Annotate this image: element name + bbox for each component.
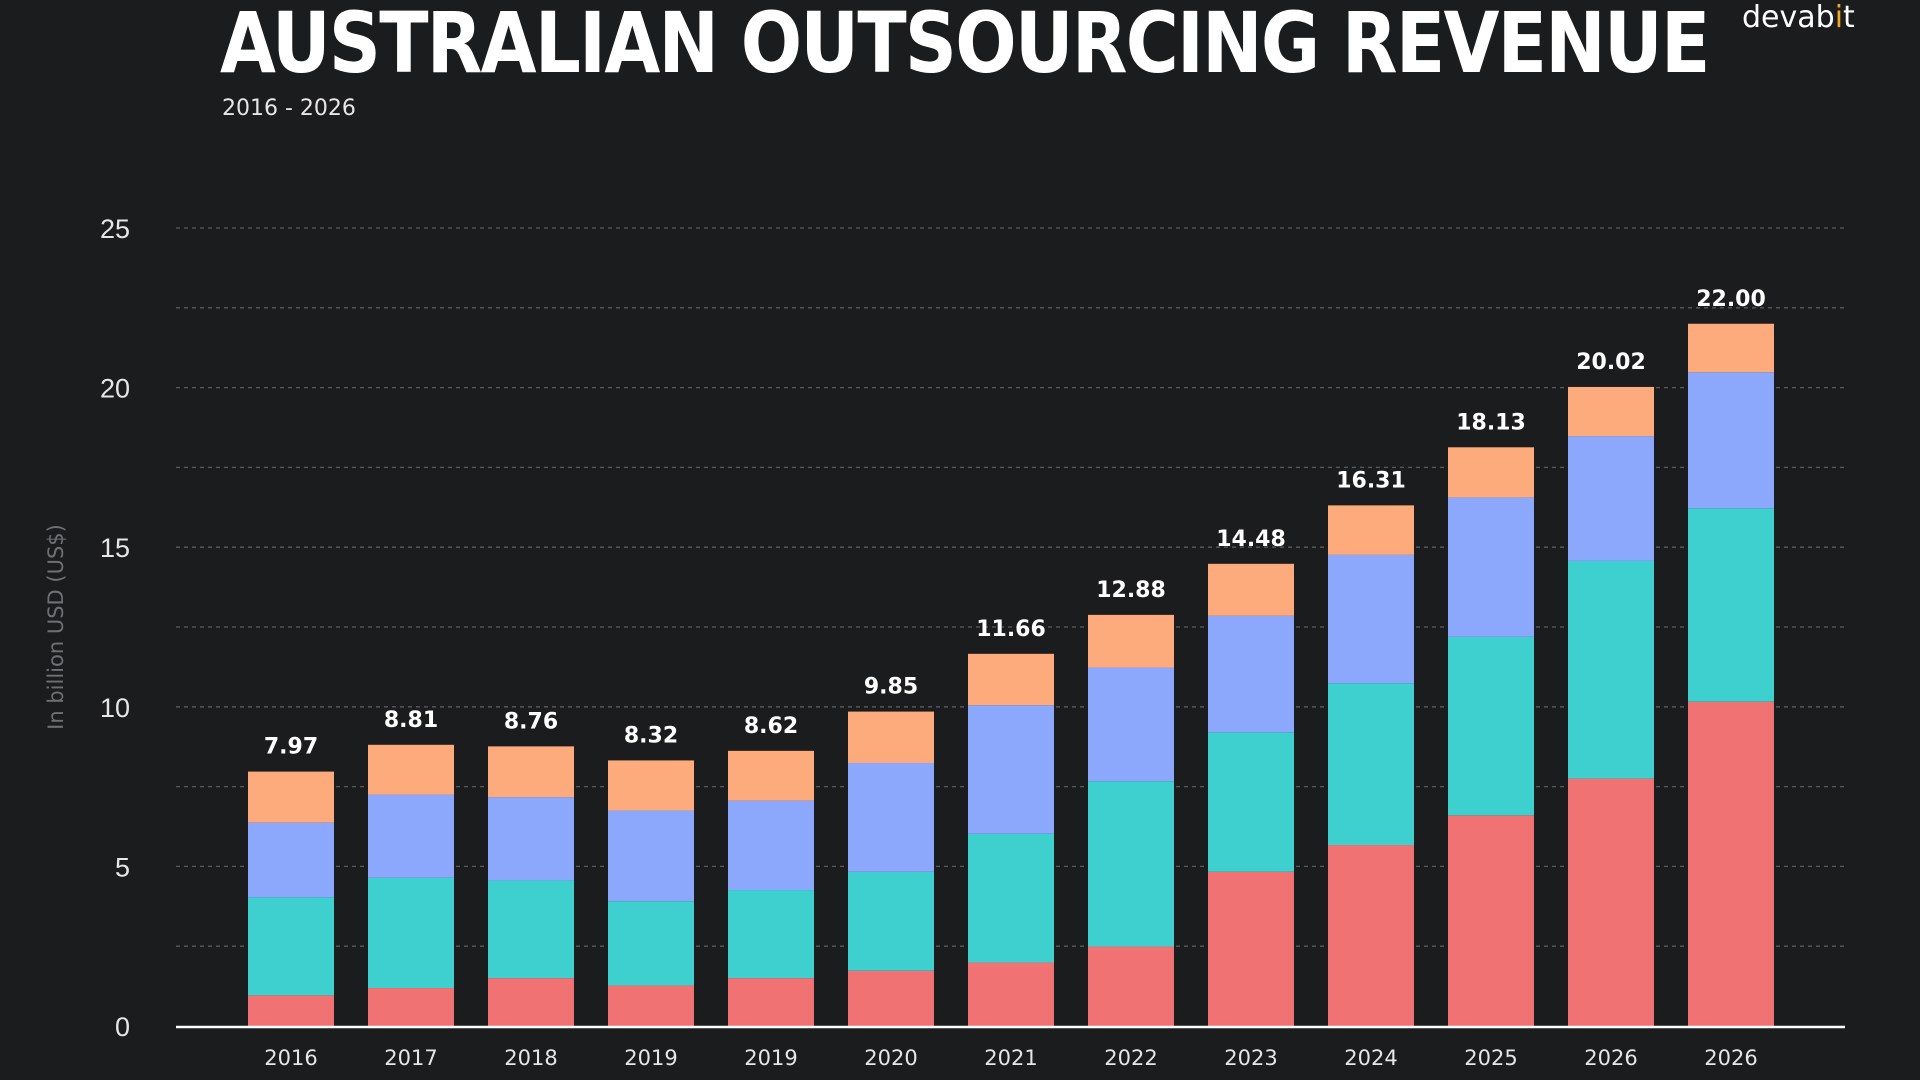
bar-segment-0 [1448,815,1534,1026]
bar-segment-2 [1208,615,1294,733]
bar-segment-3 [728,750,814,801]
bar-segment-0 [248,995,334,1026]
y-tick-label: 20 [100,374,130,404]
bar-segment-3 [1568,386,1654,437]
x-tick-label: 2018 [504,1046,557,1070]
data-label: 9.85 [864,675,918,700]
chart-title: AUSTRALIAN OUTSOURCING REVENUE [220,0,1710,92]
bar-segment-1 [1688,508,1774,702]
data-label: 18.13 [1456,410,1526,435]
bar-segment-0 [368,988,454,1026]
y-tick-label: 25 [100,214,130,244]
bar-segment-2 [608,810,694,902]
bar-segment-1 [728,890,814,979]
bar-segment-1 [1208,732,1294,872]
x-tick-label: 2020 [864,1046,917,1070]
bar-segment-3 [1328,505,1414,555]
data-label: 14.48 [1216,527,1286,552]
data-label: 16.31 [1336,468,1406,493]
bar-segment-1 [608,901,694,986]
data-label: 20.02 [1576,350,1646,375]
bar-segment-1 [1328,683,1414,846]
x-tick-label: 2021 [984,1046,1037,1070]
x-tick-label: 2023 [1224,1046,1277,1070]
bar-segment-3 [968,653,1054,706]
bar-segment-3 [248,771,334,823]
bar-segment-2 [248,822,334,898]
x-tick-label: 2019 [744,1046,797,1070]
bar-segment-0 [608,985,694,1026]
data-label: 12.88 [1096,578,1166,603]
bar-segment-2 [488,797,574,881]
x-tick-label: 2024 [1344,1046,1397,1070]
y-tick-label: 15 [100,533,130,563]
bar-segment-1 [1088,781,1174,947]
bar-segment-1 [1568,560,1654,779]
devabit-logo: devabit [1742,0,1855,35]
bar-segment-2 [728,800,814,891]
data-label: 8.62 [744,714,798,739]
x-tick-label: 2016 [264,1046,317,1070]
bar-segment-0 [1208,871,1294,1026]
x-tick-label: 2026 [1584,1046,1637,1070]
bar-segment-1 [1448,636,1534,816]
y-tick-label: 0 [115,1012,130,1042]
data-label: 11.66 [976,617,1046,642]
x-tick-label: 2017 [384,1046,437,1070]
bar-segment-0 [848,970,934,1026]
bar-segment-3 [1688,323,1774,373]
bar-segment-1 [968,833,1054,963]
bar-segment-0 [488,978,574,1026]
bar-segment-1 [488,880,574,979]
data-label: 22.00 [1696,287,1766,312]
x-tick-label: 2025 [1464,1046,1517,1070]
data-label: 8.32 [624,723,678,748]
x-tick-label: 2022 [1104,1046,1157,1070]
bar-segment-0 [728,978,814,1026]
bar-segment-0 [968,962,1054,1026]
bar-segment-3 [848,711,934,763]
x-tick-label: 2026 [1704,1046,1757,1070]
bar-segment-0 [1328,845,1414,1026]
bar-segment-3 [1088,614,1174,668]
bar-segment-1 [248,897,334,996]
y-tick-label: 5 [115,852,130,882]
bar-segment-1 [848,871,934,971]
bar-segment-2 [368,794,454,878]
bar-segment-2 [968,705,1054,834]
bar-segment-2 [1688,372,1774,509]
data-label: 8.81 [384,708,438,733]
bar-segment-2 [848,762,934,872]
bar-segment-2 [1568,436,1654,561]
bar-segment-0 [1568,778,1654,1026]
y-axis-label: In billion USD (US$) [44,524,68,730]
chart-subtitle: 2016 - 2026 [222,96,356,121]
bar-segment-0 [1088,946,1174,1026]
data-label: 7.97 [264,735,318,760]
bar-segment-3 [1208,563,1294,616]
bar-segment-3 [1448,447,1534,498]
bar-segment-2 [1448,497,1534,637]
x-tick-label: 2019 [624,1046,677,1070]
bar-segment-3 [608,760,694,811]
data-label: 8.76 [504,709,558,734]
bar-segment-3 [368,744,454,795]
bar-segment-0 [1688,701,1774,1026]
y-tick-label: 10 [100,693,130,723]
bar-segment-3 [488,746,574,798]
bar-segment-2 [1328,554,1414,684]
bar-segment-2 [1088,667,1174,782]
bar-segment-1 [368,877,454,989]
